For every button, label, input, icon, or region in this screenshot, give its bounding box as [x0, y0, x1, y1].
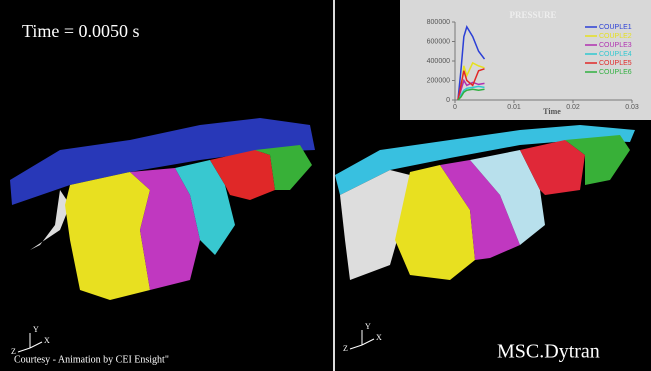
- y-tick-label: 800000: [427, 19, 450, 26]
- x-axis-label: Time: [543, 107, 561, 116]
- legend-label: COUPLE5: [599, 60, 632, 67]
- legend-label: COUPLE4: [599, 51, 632, 58]
- legend-label: COUPLE2: [599, 33, 632, 40]
- credit: Courtesy - Animation by CEI Ensight": [14, 354, 169, 365]
- y-tick-label: 0: [446, 97, 450, 104]
- axis-y: Y: [365, 322, 371, 331]
- axis-x: X: [376, 333, 382, 342]
- axis-x: X: [44, 336, 50, 345]
- x-tick-label: 0.01: [507, 104, 521, 111]
- chart-title: PRESSURE: [509, 10, 556, 20]
- y-tick-label: 200000: [427, 77, 450, 84]
- x-tick-label: 0: [453, 104, 457, 111]
- screen: Time = 0.0050 s Courtesy - Animation by …: [0, 0, 651, 371]
- axis-y: Y: [33, 325, 39, 334]
- y-tick-label: 400000: [427, 58, 450, 65]
- brand-caption: MSC.Dytran: [497, 341, 600, 363]
- time-caption: Time = 0.0050 s: [22, 21, 140, 41]
- axis-z: Z: [343, 344, 348, 353]
- legend-label: COUPLE6: [599, 69, 632, 76]
- y-tick-label: 600000: [427, 38, 450, 45]
- legend-label: COUPLE1: [599, 24, 632, 31]
- legend-label: COUPLE3: [599, 42, 632, 49]
- axis-z: Z: [11, 347, 16, 356]
- x-tick-label: 0.03: [625, 104, 639, 111]
- x-tick-label: 0.02: [566, 104, 580, 111]
